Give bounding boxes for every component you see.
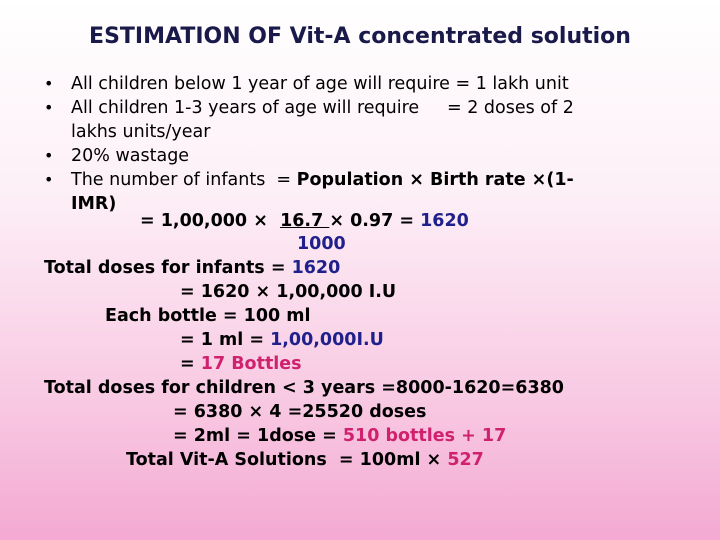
- bullet-item: The number of infants = Population × Bir…: [44, 168, 684, 216]
- calc-ml-iu: = 1 ml = 1,00,000I.U: [180, 330, 384, 350]
- calc-total-children: Total doses for children < 3 years =8000…: [44, 378, 564, 398]
- calc-infant-iu: = 1620 × 1,00,000 I.U: [180, 282, 397, 302]
- calc-children-bottles: = 2ml = 1dose = 510 bottles + 17: [173, 426, 507, 446]
- bullet-list: All children below 1 year of age will re…: [44, 72, 684, 216]
- calc-denominator: 1000: [297, 234, 346, 254]
- calc-children-doses: = 6380 × 4 =25520 doses: [173, 402, 427, 422]
- calc-total-solution: Total Vit-A Solutions = 100ml × 527: [126, 450, 484, 470]
- bullet-item: All children below 1 year of age will re…: [44, 72, 684, 96]
- calc-total-infants: Total doses for infants = 1620: [44, 258, 341, 278]
- slide-title: ESTIMATION OF Vit-A concentrated solutio…: [89, 24, 631, 49]
- bullet-item: All children 1-3 years of age will requi…: [44, 96, 684, 144]
- calc-infant-bottles: = 17 Bottles: [180, 354, 302, 374]
- calc-bottle-size: Each bottle = 100 ml: [105, 306, 311, 326]
- calc-line-infants: = 1,00,000 × 16.7 × 0.97 = 1620: [140, 211, 469, 231]
- bullet-item: 20% wastage: [44, 144, 684, 168]
